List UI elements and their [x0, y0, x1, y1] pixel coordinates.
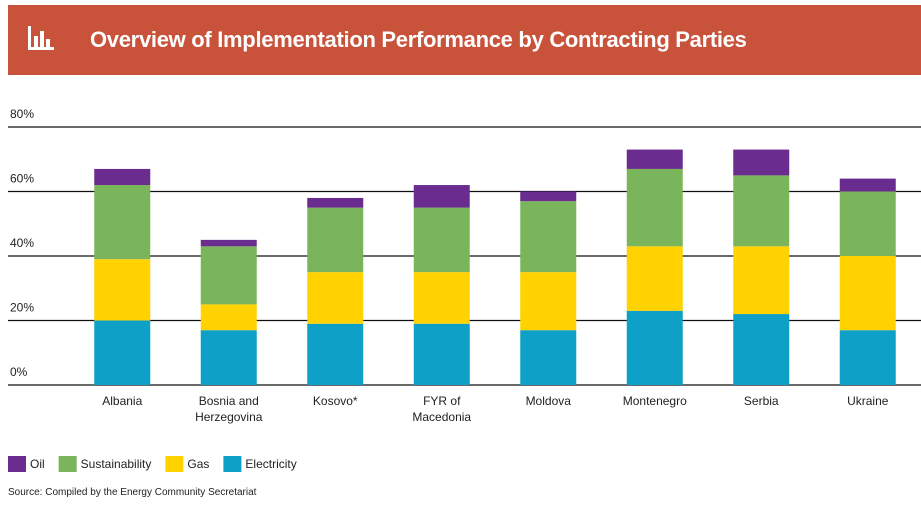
bar-segment: [626, 310, 683, 385]
bar-segment: [94, 168, 151, 186]
y-tick-label: 80%: [10, 107, 34, 121]
y-tick-label: 60%: [10, 172, 34, 186]
bar-segment: [520, 330, 577, 385]
x-tick-label: Serbia: [743, 394, 779, 408]
bar-segment: [94, 259, 151, 321]
x-tick-label: Kosovo*: [312, 394, 358, 408]
bar-segment: [733, 246, 790, 315]
bar-segment: [626, 149, 683, 169]
x-tick-label: Albania: [102, 394, 143, 408]
bar-segment: [94, 185, 151, 260]
bar-segment: [200, 246, 257, 305]
bar-segment: [413, 272, 470, 324]
bar-segment: [626, 168, 683, 247]
bar-segment: [200, 304, 257, 331]
chart-title: Overview of Implementation Performance b…: [90, 27, 747, 52]
legend-label: Oil: [30, 457, 45, 471]
bar-segment: [307, 323, 364, 385]
legend-label: Gas: [187, 457, 209, 471]
bar-segment: [413, 323, 470, 385]
bar-segment: [413, 185, 470, 208]
x-tick-label: Bosnia and Herzegovina: [195, 394, 263, 424]
legend-swatch: [165, 456, 184, 472]
legend-label: Electricity: [245, 457, 296, 471]
header-banner: Overview of Implementation Performance b…: [8, 5, 921, 75]
x-tick-label: Montenegro: [622, 394, 687, 408]
bar-segment: [839, 256, 896, 331]
bar-segment: [307, 207, 364, 273]
bar-segment: [626, 246, 683, 311]
bar-segment: [200, 239, 257, 247]
legend-swatch: [223, 456, 242, 472]
y-tick-label: 0%: [10, 365, 28, 379]
legend-label: Sustainability: [81, 457, 152, 471]
chart-icon: [28, 26, 54, 50]
bar-segment: [839, 330, 896, 385]
x-tick-label: Moldova: [525, 394, 571, 408]
y-tick-label: 40%: [10, 236, 34, 250]
bar-segment: [307, 197, 364, 208]
x-tick-label: FYR of Macedonia: [412, 394, 472, 424]
bar-segment: [520, 201, 577, 273]
x-tick-label: Ukraine: [847, 394, 889, 408]
bar-segment: [733, 149, 790, 176]
source-note: Source: Compiled by the Energy Community…: [8, 487, 257, 498]
bar-segment: [200, 330, 257, 385]
bar-segment: [733, 175, 790, 247]
bar-segment: [94, 320, 151, 385]
bar-segment: [413, 207, 470, 273]
bar-segment: [733, 314, 790, 385]
legend-swatch: [58, 456, 77, 472]
bar-segment: [839, 191, 896, 256]
legend-swatch: [8, 456, 26, 472]
bar-segment: [839, 178, 896, 192]
bar-segment: [520, 191, 577, 202]
y-tick-label: 20%: [10, 301, 34, 315]
bar-segment: [520, 272, 577, 331]
bar-segment: [307, 272, 364, 324]
